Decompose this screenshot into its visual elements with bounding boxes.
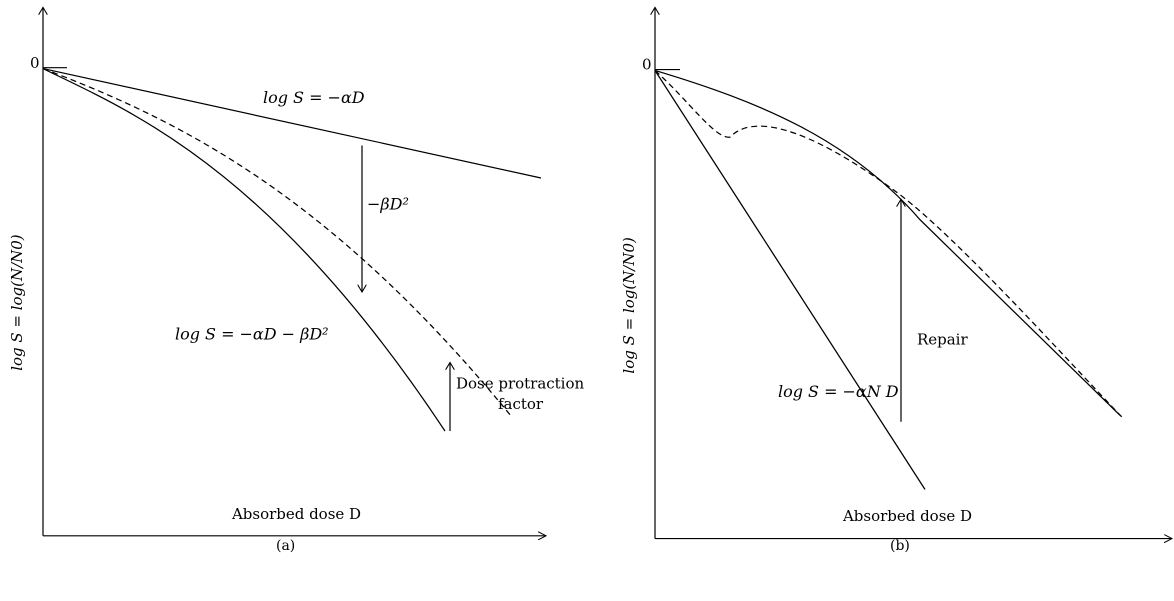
caption-b: (b)	[890, 538, 910, 554]
x-axis-label-a: Absorbed dose D	[231, 505, 361, 523]
y-axis-label-a: log S = log(N/N0)	[8, 234, 26, 371]
beta-label: −βD²	[367, 195, 409, 214]
panel-a: 0 −βD² Dose protraction factor log S = −…	[8, 7, 584, 535]
protraction-label-line1: Dose protraction	[456, 374, 584, 392]
origin-label-a: 0	[30, 54, 40, 72]
shouldered-curve-b	[654, 69, 1121, 416]
y-axis-label-b: log S = log(N/N0)	[620, 237, 638, 374]
repair-label: Repair	[917, 331, 968, 349]
linear-curve-label-a: log S = −αD	[263, 88, 365, 107]
repair-dashed-curve-b	[654, 70, 1123, 418]
lq-curve-label-a: log S = −αD − βD²	[175, 324, 329, 343]
caption-a: (a)	[276, 538, 295, 554]
panel-b: 0 Repair log S = −αN D Absorbed dose D l…	[620, 7, 1172, 538]
origin-label-b: 0	[642, 56, 652, 74]
scaled-content: 0 −βD² Dose protraction factor log S = −…	[8, 7, 1172, 554]
no-repair-curve-label-b: log S = −αN D	[778, 382, 899, 401]
x-axis-label-b: Absorbed dose D	[842, 507, 972, 525]
protraction-label-line2: factor	[498, 395, 544, 413]
linear-curve-a	[42, 68, 542, 179]
no-repair-curve-b	[654, 70, 926, 490]
lq-curve-a	[42, 68, 446, 432]
protracted-curve-a	[42, 68, 513, 418]
